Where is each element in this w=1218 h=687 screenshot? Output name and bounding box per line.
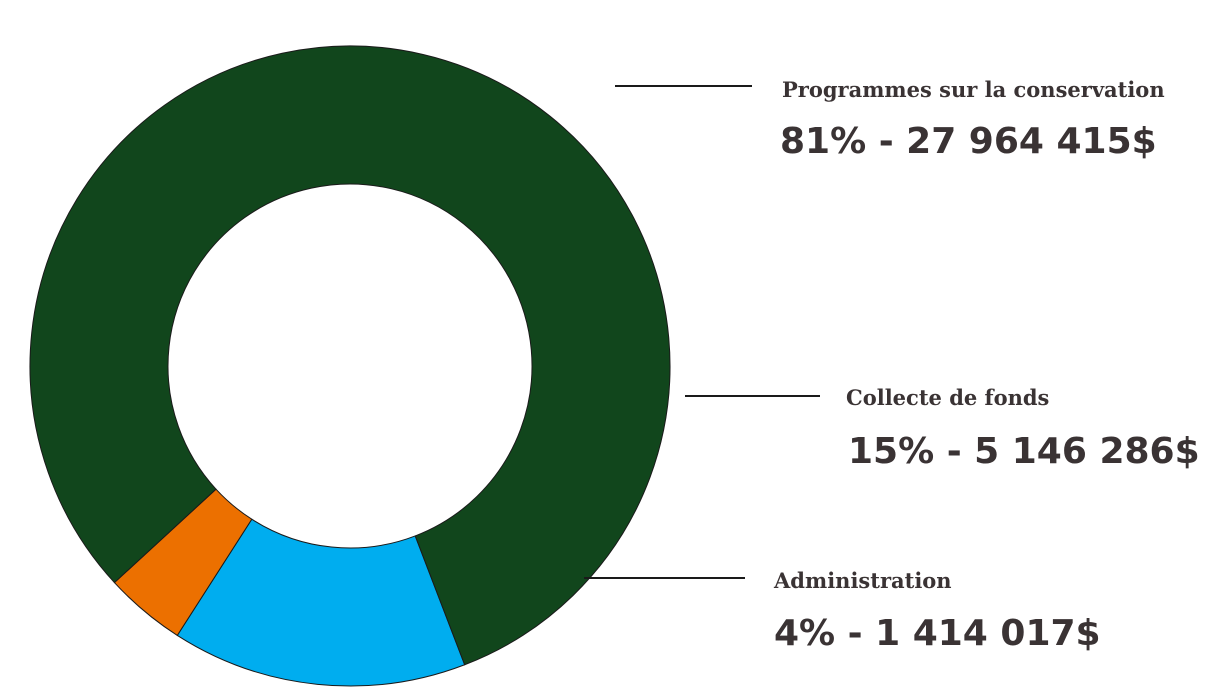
slice-fundraising bbox=[176, 518, 466, 687]
leader-lines bbox=[584, 85, 820, 579]
data-labels: Programmes sur la conservation 81% - 27 … bbox=[773, 77, 1200, 654]
label-name-administration: Administration bbox=[773, 568, 952, 593]
label-value-administration: 4% - 1 414 017$ bbox=[774, 613, 1101, 654]
donut-slices bbox=[29, 45, 671, 687]
label-name-fundraising: Collecte de fonds bbox=[846, 385, 1049, 410]
slice-conservation bbox=[29, 45, 671, 666]
label-value-conservation: 81% - 27 964 415$ bbox=[780, 121, 1157, 162]
label-value-fundraising: 15% - 5 146 286$ bbox=[848, 431, 1200, 472]
label-name-conservation: Programmes sur la conservation bbox=[782, 77, 1165, 102]
